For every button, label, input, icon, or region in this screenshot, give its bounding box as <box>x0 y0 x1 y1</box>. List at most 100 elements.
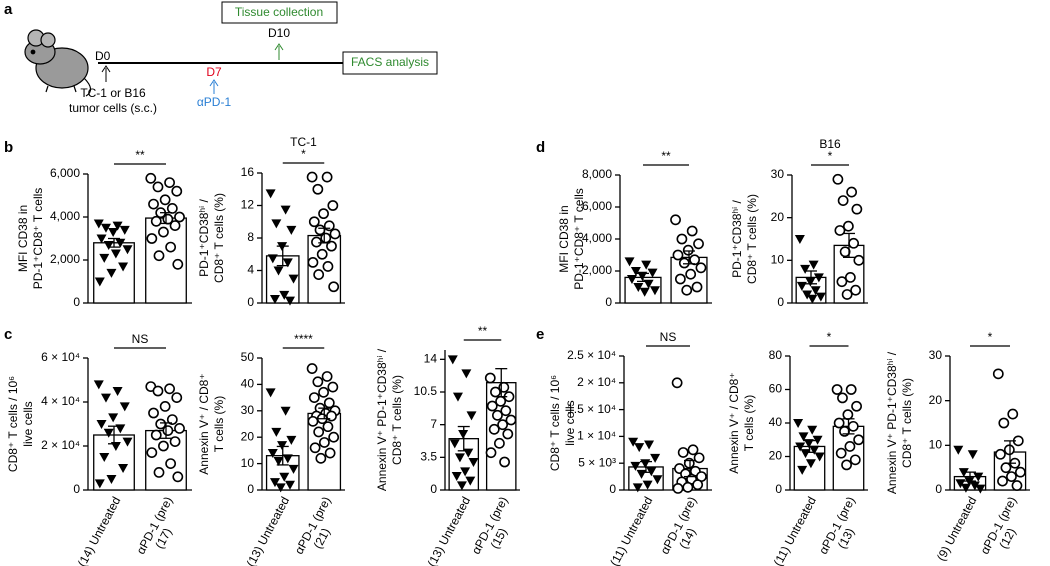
y-tick-label: 20 <box>241 429 255 443</box>
data-point <box>119 402 130 412</box>
y-axis-label: PD-1⁺CD8⁺ T cells <box>572 188 586 290</box>
data-point <box>671 377 683 389</box>
error-bar <box>495 368 508 398</box>
data-point <box>492 409 503 421</box>
data-point <box>975 484 986 494</box>
data-point <box>171 392 183 403</box>
data-point <box>306 363 318 374</box>
data-point <box>844 441 856 452</box>
data-point <box>682 244 694 256</box>
error-bar <box>805 270 817 285</box>
data-point <box>693 238 704 250</box>
data-point <box>794 235 805 244</box>
data-point <box>847 420 859 432</box>
error-bar <box>108 237 120 248</box>
data-point <box>485 447 497 459</box>
data-point <box>465 476 476 486</box>
data-point <box>307 256 319 268</box>
y-axis-label: Annexin V⁺ / CD8⁺ <box>727 372 741 473</box>
x-tick-label-group: (13) Untreated <box>244 494 293 566</box>
data-point <box>650 453 661 463</box>
data-point <box>807 294 818 304</box>
y-tick-label: 60 <box>769 382 783 396</box>
error-bar <box>684 459 696 478</box>
data-point <box>500 405 512 417</box>
data-point <box>837 195 849 206</box>
data-point <box>165 458 177 469</box>
y-tick-label: 6,000 <box>50 166 80 180</box>
data-point <box>841 459 852 471</box>
y-tick-label: 20 <box>771 210 785 224</box>
chart-title: B16 <box>819 137 841 151</box>
data-point <box>312 376 324 388</box>
y-tick-label: 2 × 10⁴ <box>41 438 80 452</box>
x-tick-label-group: αPD-1 (pre)(21) <box>292 494 334 556</box>
data-point <box>148 198 159 210</box>
y-tick-label: 4 <box>247 263 254 277</box>
data-point <box>273 456 284 466</box>
data-point <box>681 284 693 296</box>
y-tick-label: 30 <box>241 403 255 417</box>
error-bar <box>1004 440 1016 464</box>
data-point <box>115 238 126 248</box>
panel-label: c <box>4 326 12 343</box>
error-bar <box>160 212 172 225</box>
data-point <box>166 414 178 425</box>
data-point <box>494 437 505 449</box>
data-point <box>447 355 458 365</box>
arrow-head <box>101 65 111 73</box>
data-point <box>328 281 340 293</box>
data-point <box>313 426 325 438</box>
data-point <box>322 421 334 433</box>
data-point <box>318 437 330 448</box>
y-tick-label: 4 × 10⁴ <box>41 394 80 408</box>
data-point <box>269 478 280 488</box>
x-tick-label: αPD-1 (pre) <box>978 494 1020 556</box>
data-point <box>687 444 699 456</box>
y-axis-label: CD8⁺ T cells (%) <box>212 193 226 283</box>
y-axis-label: Annexin V⁺ PD-1⁺CD38ʰⁱ / <box>375 348 389 491</box>
data-point <box>284 296 295 306</box>
data-point <box>279 472 290 482</box>
data-point <box>815 292 826 302</box>
y-tick-label: 2,000 <box>50 252 80 266</box>
arrow-head <box>209 79 219 87</box>
y-axis-label: MFI CD38 in <box>557 205 571 272</box>
panel-label: a <box>4 1 13 18</box>
box-label: Tissue collection <box>235 5 323 19</box>
data-point <box>153 250 165 262</box>
data-point <box>488 423 500 435</box>
y-tick-label: 5 × 10³ <box>578 455 616 469</box>
error-bar <box>683 250 695 265</box>
data-point <box>112 221 123 231</box>
y-tick-label: 10 <box>771 253 785 267</box>
data-point <box>93 219 104 229</box>
data-point <box>328 431 340 443</box>
data-point <box>1007 408 1019 420</box>
data-point <box>314 224 326 236</box>
y-tick-label: 50 <box>241 350 255 364</box>
data-point <box>449 439 460 449</box>
data-point <box>93 380 104 390</box>
data-point <box>808 260 819 270</box>
data-point <box>848 237 860 249</box>
x-tick-label-group: αPD-1 (pre)(12) <box>978 494 1020 556</box>
y-tick-label: 6,000 <box>582 199 612 213</box>
data-point <box>800 264 811 274</box>
data-point <box>793 419 804 428</box>
chart-title: TC-1 <box>290 135 317 149</box>
data-point <box>672 249 684 261</box>
y-tick-label: 4,000 <box>50 209 80 223</box>
y-tick-label: 0 <box>247 295 254 309</box>
data-point <box>835 447 847 459</box>
data-point <box>306 171 318 183</box>
data-point <box>145 172 157 184</box>
data-point <box>318 386 329 398</box>
y-axis-label: CD8⁺ T cells (%) <box>900 378 914 468</box>
data-point <box>150 429 162 441</box>
data-point <box>641 260 652 270</box>
data-point <box>282 258 293 268</box>
data-point <box>324 447 336 459</box>
x-tick-label: αPD-1 (pre) <box>816 494 858 556</box>
data-point <box>502 428 514 440</box>
